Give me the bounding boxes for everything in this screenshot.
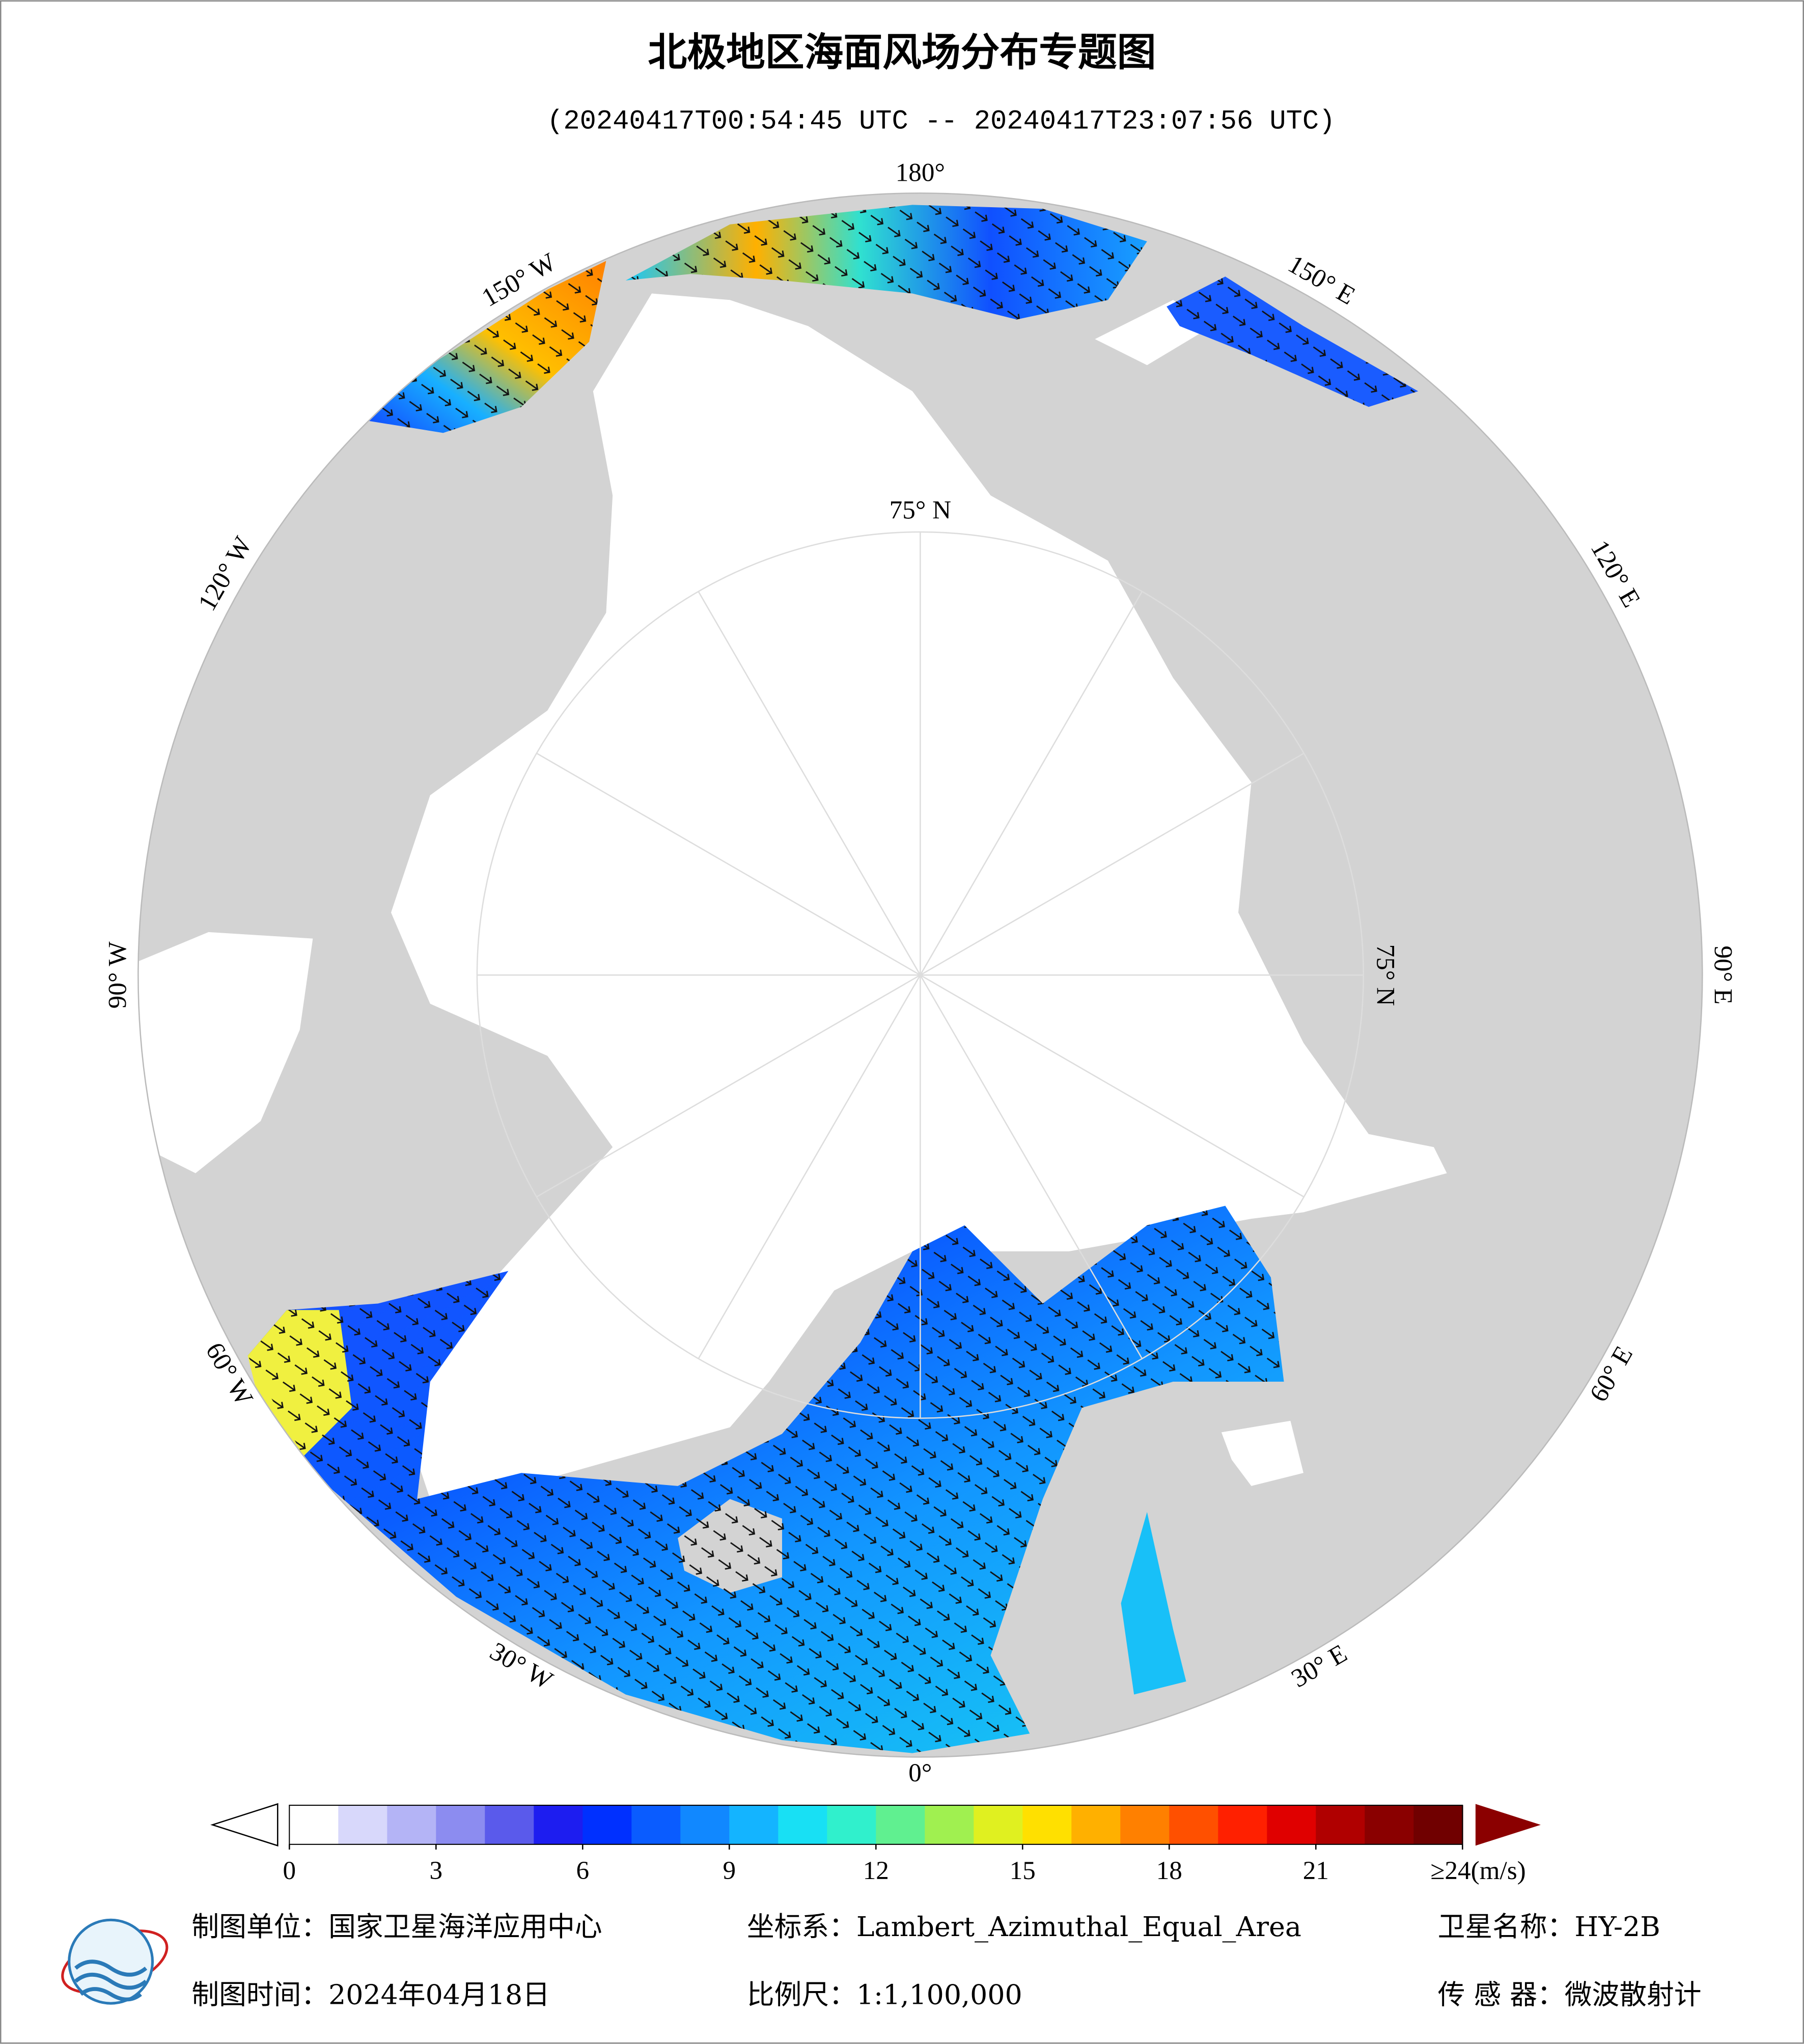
wind-arrows [247, 205, 1419, 1753]
colorbar-tick-label: 9 [723, 1856, 736, 1885]
colorbar-tick-label: 18 [1156, 1856, 1182, 1885]
colorbar-segment [289, 1805, 339, 1844]
colorbar-over [1475, 1804, 1541, 1846]
colorbar-segment [436, 1805, 486, 1844]
colorbar-tick-label: 21 [1303, 1856, 1329, 1885]
colorbar-segment [1120, 1805, 1170, 1844]
colorbar-segment [1413, 1805, 1463, 1844]
logo [61, 1918, 169, 2005]
latitude-label: 75° N [1371, 944, 1400, 1006]
colorbar-segment [729, 1805, 779, 1844]
longitude-label: 90° W [103, 941, 132, 1009]
colorbar-tick-label: 3 [430, 1856, 443, 1885]
colorbar-tick-label: 0 [283, 1856, 296, 1885]
sea-ice [391, 293, 1447, 1499]
footer-satellite: 卫星名称：HY-2B [1438, 1911, 1660, 1943]
colorbar-segment [1022, 1805, 1072, 1844]
colorbar-tick-label: 12 [863, 1856, 889, 1885]
footer-projection: 坐标系：Lambert_Azimuthal_Equal_Area [747, 1911, 1301, 1943]
footer-scale: 比例尺：1:1,100,000 [747, 1978, 1022, 2010]
colorbar-segment [680, 1805, 730, 1844]
longitude-label: 90° E [1708, 945, 1737, 1004]
colorbar-segment [974, 1805, 1023, 1844]
map [138, 193, 1703, 1757]
colorbar-segment [582, 1805, 632, 1844]
colorbar-segment [485, 1805, 535, 1844]
colorbar-segment [1169, 1805, 1219, 1844]
colorbar-under [210, 1803, 279, 1847]
colorbar-segment [1316, 1805, 1366, 1844]
latitude-label: 75° N [890, 495, 951, 524]
colorbar-segment [1365, 1805, 1414, 1844]
hudson-bay [138, 932, 313, 1173]
longitude-label: 0° [908, 1758, 932, 1787]
meridians [477, 531, 1364, 1418]
footer-date: 制图时间：2024年04月18日 [191, 1978, 550, 2010]
colorbar-segment [534, 1805, 584, 1844]
white-sea [1212, 1420, 1303, 1486]
colorbar-segment [876, 1805, 926, 1844]
title: 北极地区海面风场分布专题图 [648, 30, 1156, 75]
colorbar-segment [778, 1805, 828, 1844]
footer-unit: 制图单位：国家卫星海洋应用中心 [191, 1911, 602, 1943]
wind-swath [1121, 1512, 1186, 1695]
colorbar-tick-label: ≥24(m/s) [1430, 1856, 1525, 1885]
map-border [137, 192, 1703, 1758]
colorbar-segment [631, 1805, 681, 1844]
colorbar-segment [1218, 1805, 1268, 1844]
colorbar-segment [338, 1805, 388, 1844]
colorbar-segment [827, 1805, 877, 1844]
subtitle: (20240417T00:54:45 UTC -- 20240417T23:07… [547, 106, 1335, 137]
colorbar-segment [925, 1805, 975, 1844]
colorbar-segment [1267, 1805, 1317, 1844]
colorbar: 0 3 6 9 12 15 18 21 ≥24(m/s) [210, 1803, 1541, 1885]
footer-sensor: 传 感 器：微波散射计 [1438, 1978, 1702, 2010]
colorbar-segment [387, 1805, 437, 1844]
colorbar-tick-label: 15 [1010, 1856, 1036, 1885]
longitude-label: 180° [896, 158, 945, 187]
colorbar-segment [1071, 1805, 1121, 1844]
colorbar-tick-label: 6 [576, 1856, 590, 1885]
